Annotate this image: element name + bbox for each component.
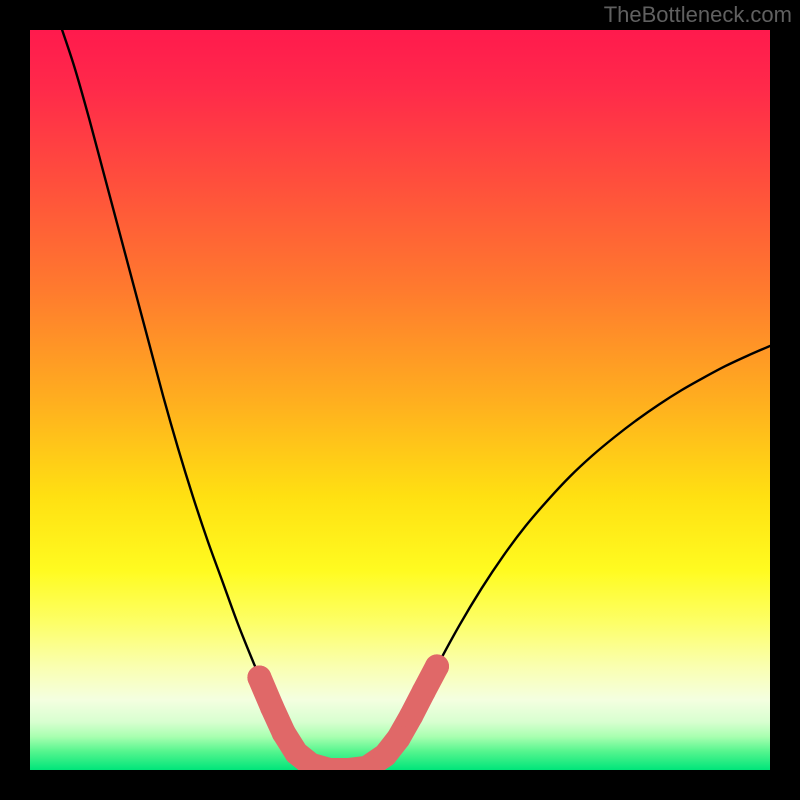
marker-dot xyxy=(425,654,449,678)
marker-dot xyxy=(399,704,423,728)
marker-dot xyxy=(247,666,271,690)
chart-stage: TheBottleneck.com xyxy=(0,0,800,800)
marker-dot xyxy=(387,726,411,750)
watermark-text: TheBottleneck.com xyxy=(604,2,792,28)
bottleneck-curve-chart xyxy=(0,0,800,800)
marker-dot xyxy=(260,695,284,719)
gradient-background xyxy=(30,30,770,770)
marker-dot xyxy=(412,680,436,704)
marker-dot xyxy=(272,721,296,745)
